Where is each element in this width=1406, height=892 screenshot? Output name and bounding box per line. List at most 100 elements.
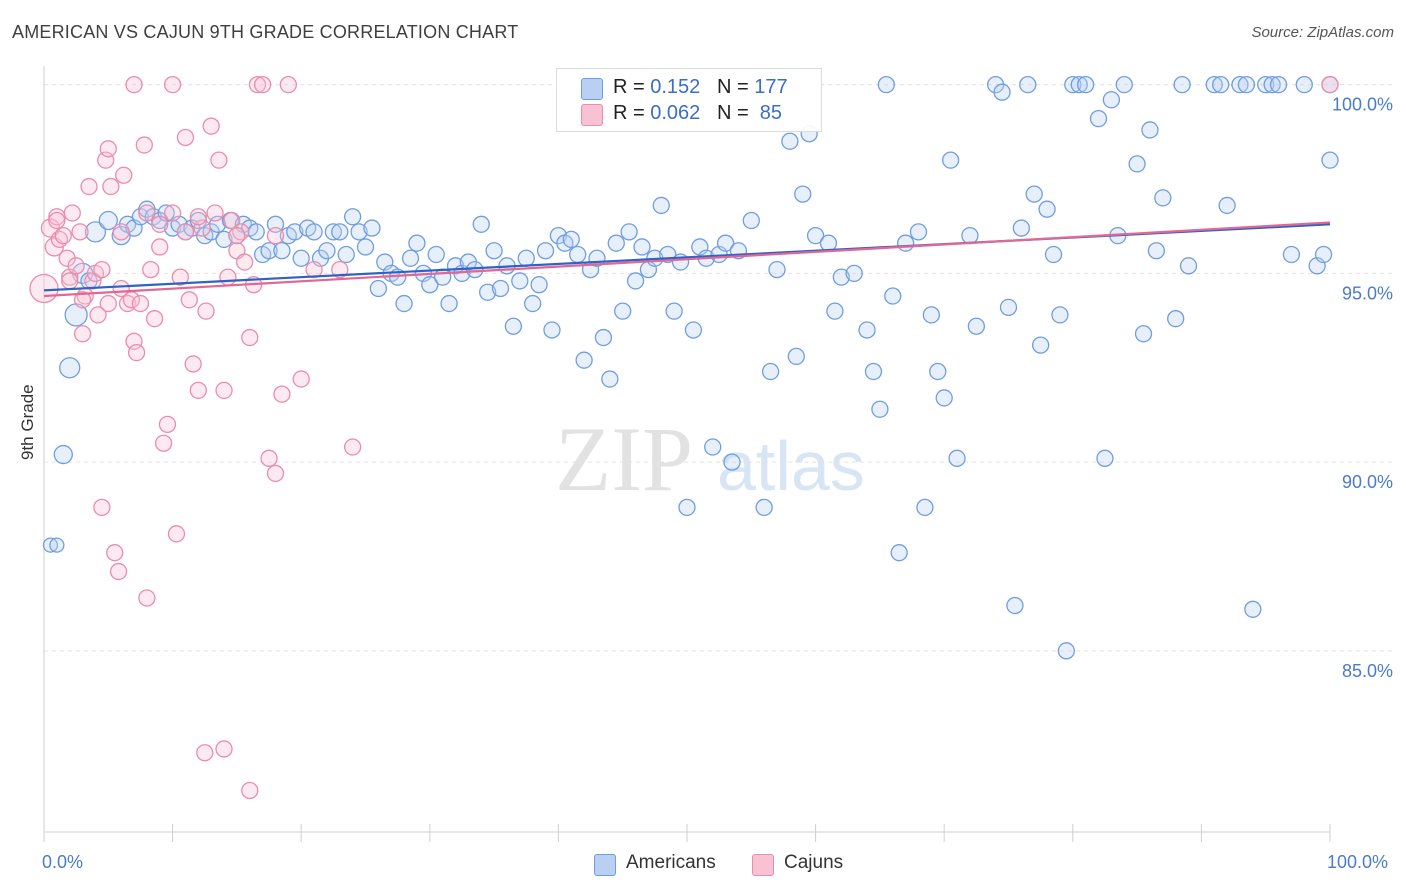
point-cajuns [167, 525, 186, 543]
point-americans [633, 238, 651, 256]
point-americans [324, 223, 343, 241]
point-cajuns [176, 223, 195, 241]
point-cajuns [138, 589, 156, 607]
point-americans [1064, 75, 1082, 94]
point-americans [53, 444, 73, 465]
point-americans [59, 357, 81, 379]
point-cajuns [67, 257, 85, 275]
point-americans [1038, 200, 1056, 218]
point-americans [337, 245, 355, 264]
x-tick-min: 0.0% [42, 852, 84, 872]
point-americans [1205, 75, 1223, 94]
point-americans [1070, 75, 1088, 94]
point-cajuns [193, 219, 211, 237]
point-americans [363, 219, 381, 237]
point-americans [787, 347, 805, 366]
point-americans [864, 362, 883, 381]
point-americans [517, 249, 535, 267]
point-americans [1057, 642, 1076, 660]
point-cajuns [196, 744, 214, 762]
americans-legend-swatch [594, 854, 616, 876]
point-americans [434, 268, 452, 286]
point-americans [826, 302, 844, 320]
point-americans [260, 242, 278, 260]
point-americans [273, 242, 291, 260]
point-americans [607, 234, 625, 252]
point-cajuns [1321, 75, 1339, 94]
point-cajuns [142, 260, 160, 279]
point-cajuns [241, 328, 259, 347]
point-cajuns [219, 268, 237, 286]
point-americans [569, 245, 587, 264]
point-cajuns [80, 177, 98, 196]
point-americans [594, 328, 613, 347]
point-americans [929, 362, 947, 381]
point-americans [530, 276, 548, 294]
point-cajuns [331, 260, 349, 279]
point-cajuns [189, 381, 207, 400]
point-cajuns [266, 226, 285, 245]
point-americans [562, 230, 580, 249]
point-americans [832, 268, 850, 286]
point-americans [1321, 151, 1339, 169]
cajuns-n-value: 85 [759, 102, 783, 124]
point-cajuns [253, 75, 272, 94]
point-cajuns [102, 177, 120, 196]
point-americans [1244, 600, 1262, 618]
point-cajuns [106, 544, 124, 562]
point-americans [331, 223, 349, 241]
point-cajuns [154, 434, 173, 452]
americans-r-label: R = [613, 76, 645, 98]
point-americans [922, 306, 940, 324]
point-americans [1231, 75, 1249, 94]
americans-swatch [581, 78, 603, 100]
point-americans [761, 362, 780, 381]
point-americans [768, 260, 786, 279]
americans-n-label: N = [716, 76, 749, 98]
point-americans [408, 234, 426, 252]
point-cajuns [109, 562, 128, 581]
point-americans [343, 208, 362, 226]
point-americans [536, 242, 555, 260]
point-americans [1141, 121, 1159, 139]
point-americans [909, 223, 928, 241]
point-americans [794, 185, 812, 203]
point-americans [1179, 257, 1198, 275]
point-cajuns [180, 291, 198, 309]
point-americans [1295, 75, 1313, 94]
point-cajuns [93, 260, 111, 279]
point-cajuns [73, 291, 92, 309]
americans-legend-label: Americans [626, 852, 716, 873]
point-cajuns [163, 204, 182, 222]
point-cajuns [135, 136, 153, 154]
point-cajuns [206, 204, 224, 222]
trend-line-cajuns [43, 221, 1331, 298]
point-americans [1032, 336, 1050, 354]
point-americans [350, 223, 368, 241]
point-americans [511, 272, 529, 290]
point-cajuns [48, 211, 66, 230]
point-americans [1218, 196, 1236, 215]
point-americans [1019, 75, 1037, 94]
point-americans [1282, 245, 1301, 264]
point-americans [292, 249, 310, 267]
point-cajuns [158, 415, 177, 434]
point-cajuns [63, 204, 81, 222]
point-americans [395, 294, 413, 313]
point-cajuns [176, 128, 195, 147]
point-cajuns [151, 215, 169, 233]
point-americans [877, 75, 895, 94]
point-americans [742, 211, 760, 230]
cajuns-legend-label: Cajuns [784, 852, 844, 873]
point-americans [575, 351, 593, 369]
point-americans [961, 226, 979, 245]
point-americans [1128, 155, 1146, 173]
x-tick-max: 100.0% [1327, 852, 1389, 872]
americans-n-value: 177 [754, 76, 788, 98]
point-americans [684, 321, 703, 339]
point-cajuns [163, 75, 182, 94]
point-cajuns [279, 75, 297, 94]
point-americans [1051, 306, 1069, 324]
point-americans [704, 438, 722, 456]
cajuns-n-label: N = [716, 102, 749, 124]
